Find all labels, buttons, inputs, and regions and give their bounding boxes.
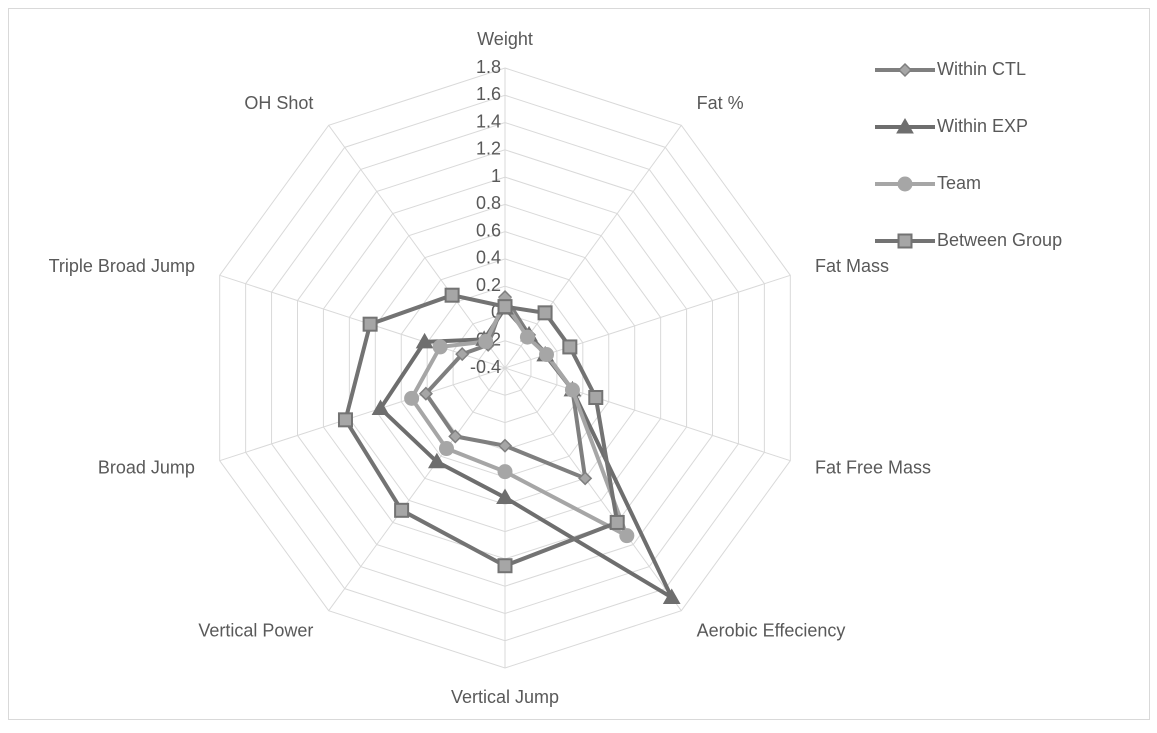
marker bbox=[404, 390, 420, 406]
marker bbox=[897, 62, 913, 78]
marker bbox=[337, 412, 353, 428]
category-label: Fat Free Mass bbox=[815, 457, 931, 477]
r-tick-label: -0.4 bbox=[470, 357, 501, 377]
spoke bbox=[504, 367, 791, 462]
r-tick-label: 1 bbox=[491, 166, 501, 186]
category-label: Broad Jump bbox=[98, 457, 195, 477]
marker bbox=[897, 176, 913, 192]
marker bbox=[496, 488, 514, 505]
category-label: Fat % bbox=[697, 93, 744, 113]
legend-label: Team bbox=[937, 173, 981, 193]
marker bbox=[371, 399, 390, 415]
marker bbox=[444, 287, 460, 303]
category-label: Aerobic Effeciency bbox=[697, 620, 846, 640]
r-tick-label: 0.4 bbox=[476, 248, 501, 268]
category-label: Triple Broad Jump bbox=[49, 256, 195, 276]
marker bbox=[539, 347, 555, 363]
spoke bbox=[219, 367, 506, 462]
r-tick-label: 0.8 bbox=[476, 193, 501, 213]
category-label: Vertical Jump bbox=[451, 687, 559, 707]
marker bbox=[432, 339, 448, 355]
spoke bbox=[504, 367, 682, 611]
marker bbox=[448, 429, 463, 444]
marker bbox=[537, 305, 553, 321]
marker bbox=[562, 339, 578, 355]
marker bbox=[588, 389, 604, 405]
r-tick-label: 1.8 bbox=[476, 57, 501, 77]
marker bbox=[519, 329, 535, 345]
r-tick-label: 1.4 bbox=[476, 111, 501, 131]
category-label: Fat Mass bbox=[815, 256, 889, 276]
spoke bbox=[328, 367, 506, 611]
spoke bbox=[504, 125, 682, 369]
marker bbox=[394, 502, 410, 518]
marker bbox=[478, 334, 494, 350]
marker bbox=[497, 464, 513, 480]
marker bbox=[564, 382, 580, 398]
r-tick-label: 0.6 bbox=[476, 220, 501, 240]
marker bbox=[497, 558, 513, 574]
marker bbox=[619, 528, 635, 544]
legend-label: Within CTL bbox=[937, 59, 1026, 79]
marker bbox=[438, 441, 454, 457]
marker bbox=[609, 514, 625, 530]
legend-label: Between Group bbox=[937, 230, 1062, 250]
category-label: Weight bbox=[477, 29, 533, 49]
marker bbox=[362, 316, 378, 332]
marker bbox=[415, 332, 434, 349]
category-label: Vertical Power bbox=[198, 620, 313, 640]
r-tick-label: 0.2 bbox=[476, 275, 501, 295]
marker bbox=[428, 452, 446, 469]
marker bbox=[897, 233, 913, 249]
marker bbox=[662, 588, 681, 604]
marker bbox=[418, 386, 433, 401]
spoke bbox=[328, 125, 506, 369]
r-tick-label: 1.6 bbox=[476, 84, 501, 104]
marker bbox=[497, 438, 513, 453]
marker bbox=[497, 299, 513, 315]
category-label: OH Shot bbox=[244, 93, 313, 113]
r-tick-label: 1.2 bbox=[476, 139, 501, 159]
marker bbox=[455, 347, 470, 362]
marker bbox=[896, 117, 914, 134]
r-tick-label: 0 bbox=[491, 302, 501, 322]
legend-label: Within EXP bbox=[937, 116, 1028, 136]
marker bbox=[578, 471, 593, 486]
